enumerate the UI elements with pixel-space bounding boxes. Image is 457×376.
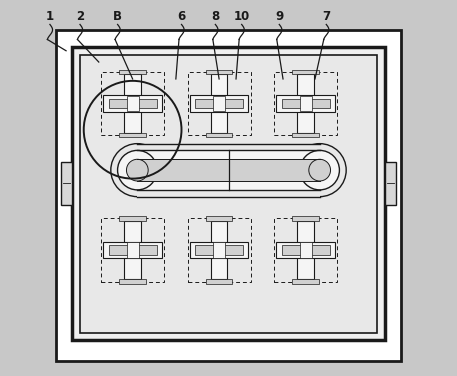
Bar (274, 218, 337, 282)
Bar (385, 162, 396, 205)
Bar (119, 279, 146, 284)
Bar (300, 242, 312, 258)
Bar (213, 242, 225, 258)
Circle shape (127, 159, 148, 181)
Bar (190, 242, 249, 258)
Bar (276, 95, 335, 112)
Bar (274, 72, 337, 135)
Text: 1: 1 (46, 11, 54, 23)
Bar (282, 246, 329, 255)
Bar (206, 279, 232, 284)
Bar (56, 30, 401, 361)
Bar (187, 218, 251, 282)
Circle shape (300, 150, 340, 190)
Bar (137, 150, 320, 190)
Bar (211, 74, 228, 133)
Bar (292, 70, 319, 74)
Bar (101, 72, 164, 135)
Bar (292, 279, 319, 284)
Text: 2: 2 (76, 11, 84, 23)
Text: 10: 10 (234, 11, 250, 23)
Bar (190, 95, 249, 112)
Circle shape (117, 150, 157, 190)
Bar (127, 242, 138, 258)
Circle shape (309, 159, 330, 181)
Bar (206, 70, 232, 74)
Bar (103, 242, 162, 258)
Bar (109, 99, 157, 108)
Bar (101, 218, 164, 282)
Bar (276, 242, 335, 258)
Bar (292, 133, 319, 137)
Bar (187, 72, 251, 135)
Bar (298, 221, 314, 279)
Bar (119, 70, 146, 74)
Text: 9: 9 (275, 11, 283, 23)
Bar (80, 55, 377, 333)
Text: B: B (113, 11, 122, 23)
Bar (282, 99, 329, 108)
Text: 6: 6 (177, 11, 186, 23)
Bar (119, 216, 146, 221)
Bar (109, 246, 157, 255)
Bar (137, 159, 320, 181)
Bar (103, 95, 162, 112)
Bar (119, 133, 146, 137)
Bar (127, 96, 138, 111)
Text: 8: 8 (211, 11, 219, 23)
Bar (206, 216, 232, 221)
Bar (292, 216, 319, 221)
Bar (213, 96, 225, 111)
Bar (195, 246, 243, 255)
Text: 7: 7 (322, 11, 330, 23)
Bar (300, 96, 312, 111)
Bar (206, 133, 232, 137)
Bar (137, 144, 320, 197)
Bar (61, 162, 72, 205)
Bar (211, 221, 228, 279)
Bar (124, 74, 141, 133)
Bar (124, 221, 141, 279)
Bar (73, 47, 384, 340)
Bar (298, 74, 314, 133)
Bar (195, 99, 243, 108)
